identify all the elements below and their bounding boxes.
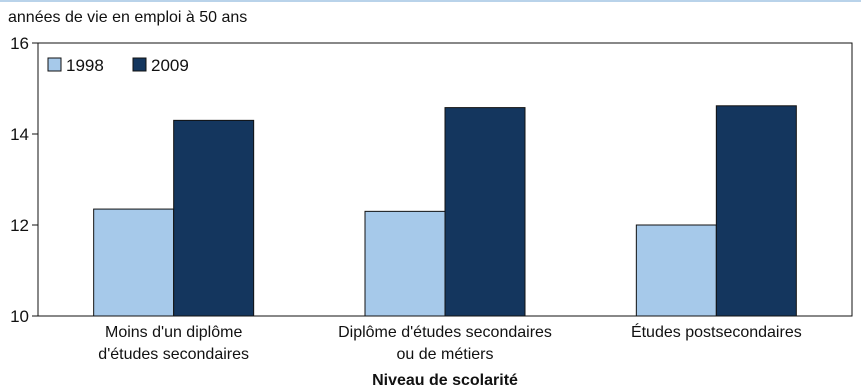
- y-tick-label: 12: [10, 216, 29, 235]
- x-category-label: Moins d'un diplôme: [105, 324, 242, 341]
- bar-2009: [715, 105, 797, 317]
- legend-label-1998: 1998: [66, 56, 104, 75]
- bar-1998: [93, 208, 175, 317]
- x-category-label: Études postsecondaires: [631, 322, 802, 341]
- y-tick-label: 16: [10, 34, 29, 53]
- top-rule: [0, 0, 861, 2]
- bar-1998: [635, 224, 717, 317]
- x-axis-title: Niveau de scolarité: [372, 372, 518, 389]
- bar-2009: [173, 119, 255, 317]
- bar-2009: [444, 107, 526, 317]
- y-tick-label: 10: [10, 307, 29, 326]
- y-axis-label: années de vie en emploi à 50 ans: [8, 9, 248, 26]
- x-category-label: ou de métiers: [397, 346, 494, 363]
- legend-label-2009: 2009: [151, 56, 189, 75]
- legend-swatch-2009: [132, 57, 147, 72]
- y-tick-label: 14: [10, 125, 29, 144]
- bar-1998: [364, 210, 446, 317]
- x-category-label: Diplôme d'études secondaires: [338, 324, 552, 341]
- legend-swatch-1998: [47, 57, 62, 72]
- x-category-label: d'études secondaires: [98, 346, 249, 363]
